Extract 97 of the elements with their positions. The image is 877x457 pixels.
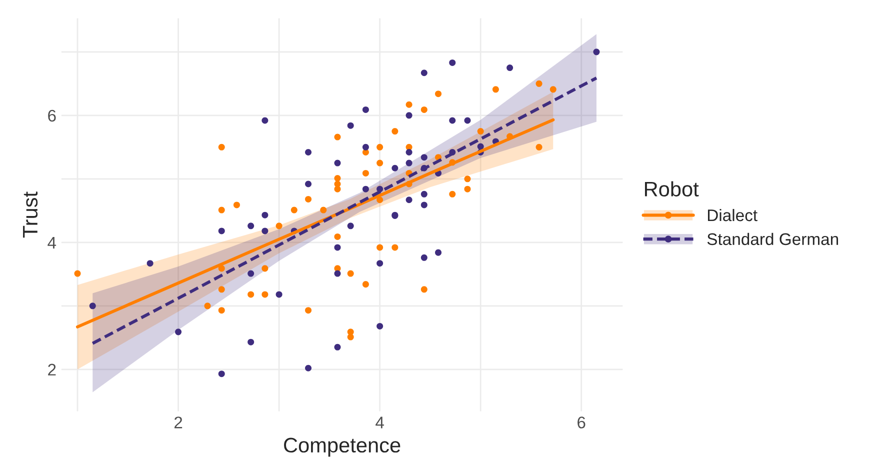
point [248, 270, 254, 277]
point [276, 222, 282, 230]
point [362, 106, 369, 113]
x-tick-label: 4 [376, 416, 384, 428]
point [334, 244, 341, 251]
point [218, 206, 225, 214]
point [334, 160, 341, 166]
point [449, 117, 456, 124]
point [536, 144, 542, 150]
point [334, 270, 341, 277]
point [74, 270, 81, 277]
point [362, 281, 369, 288]
point [449, 190, 456, 198]
point [262, 212, 268, 218]
point [276, 291, 282, 298]
point [262, 265, 268, 272]
point [506, 64, 514, 72]
point [464, 186, 471, 192]
legend-label: Standard German [707, 232, 838, 246]
x-tick-label: 2 [174, 416, 182, 428]
point [146, 260, 154, 267]
point [420, 154, 428, 161]
point [420, 106, 428, 113]
y-tick-label: 6 [48, 110, 56, 122]
point [376, 260, 384, 267]
point [334, 344, 341, 350]
point [218, 307, 225, 314]
point [248, 338, 254, 346]
point [334, 175, 341, 182]
point [593, 48, 600, 56]
line-series [91, 76, 598, 345]
point [305, 364, 312, 372]
point [362, 170, 369, 176]
y-tick-label: 2 [48, 364, 56, 376]
point [305, 196, 312, 202]
point [376, 160, 384, 166]
legend-label: Dialect [708, 208, 758, 222]
point [420, 286, 428, 293]
point [305, 180, 312, 188]
point [347, 122, 354, 129]
point [376, 322, 384, 330]
point [218, 286, 225, 293]
point [347, 270, 354, 277]
point [334, 233, 341, 240]
point [218, 370, 225, 378]
point [218, 228, 225, 234]
point [248, 222, 254, 230]
point [347, 222, 354, 230]
point [262, 117, 268, 124]
point [420, 254, 428, 261]
point [362, 186, 369, 192]
x-tick-label: 6 [578, 416, 586, 428]
point [550, 86, 556, 93]
line-series [76, 118, 555, 328]
point [262, 291, 268, 298]
point [464, 176, 471, 182]
point [477, 128, 484, 135]
x-axis-title: Competence [284, 438, 400, 457]
point [290, 206, 298, 214]
point [305, 307, 312, 314]
point [334, 186, 341, 192]
point [392, 128, 398, 135]
point [320, 206, 327, 214]
point [477, 143, 484, 150]
point [376, 144, 384, 150]
point [392, 164, 398, 172]
point [89, 302, 96, 310]
point [435, 90, 442, 98]
point [175, 328, 182, 336]
point [376, 196, 384, 204]
point [233, 202, 240, 208]
point [392, 244, 398, 251]
point [248, 291, 254, 298]
point [420, 190, 428, 198]
y-tick-label: 4 [48, 236, 56, 248]
point [347, 334, 354, 340]
point [449, 59, 456, 66]
point [536, 80, 542, 87]
point [204, 302, 211, 310]
point [435, 249, 442, 256]
point [262, 228, 268, 234]
legend-title: Robot [644, 181, 699, 197]
point [406, 148, 412, 156]
point [406, 160, 412, 166]
point [406, 101, 412, 108]
point [420, 202, 428, 208]
point [334, 134, 341, 140]
point [376, 244, 384, 251]
point [305, 148, 312, 156]
point [492, 86, 499, 93]
point [406, 112, 412, 119]
point [420, 70, 428, 76]
point [362, 144, 369, 150]
point [464, 117, 471, 124]
y-axis-title: Trust [23, 192, 38, 238]
point [218, 144, 225, 150]
point [406, 196, 412, 204]
